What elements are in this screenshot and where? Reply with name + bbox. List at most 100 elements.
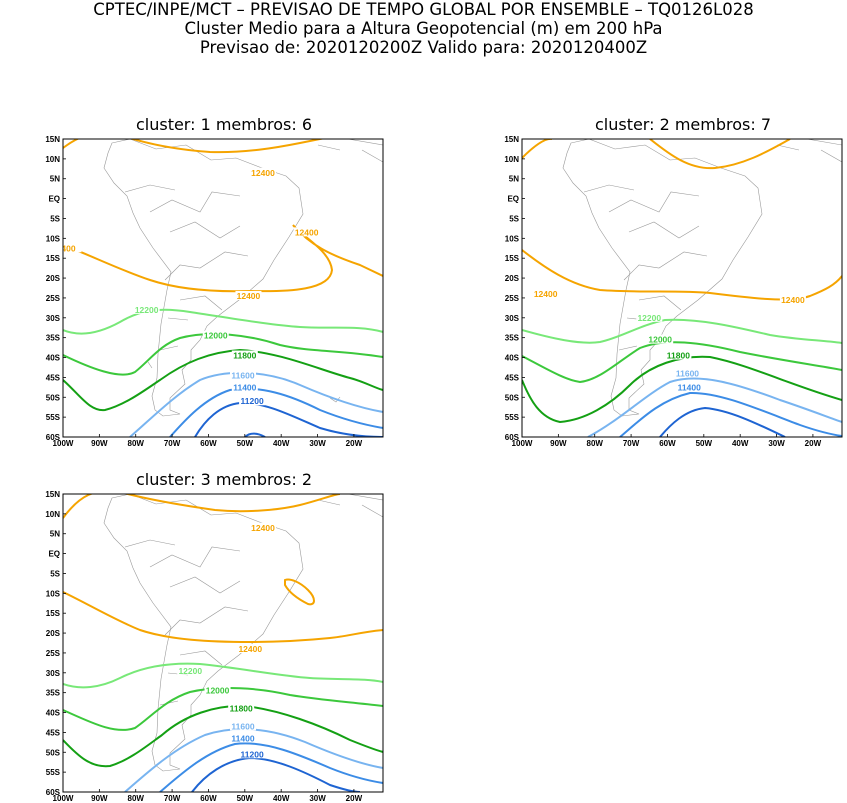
contour-label: 11600 [676, 368, 699, 378]
contour-label-bg [228, 703, 255, 713]
lat-tick-label: 35S [46, 334, 61, 343]
lon-tick-label: 90W [91, 794, 108, 803]
contour-label: 11600 [231, 721, 254, 731]
contour-label: 12400 [238, 644, 262, 654]
contour-label: 12400 [251, 168, 275, 178]
lat-tick-label: 15N [45, 135, 60, 144]
figure-title: CPTEC/INPE/MCT – PREVISAO DE TEMPO GLOBA… [93, 0, 754, 19]
lat-tick-label: 5S [50, 569, 60, 578]
map-axes: 15N 10N 5N EQ 5S 10S 15S 20S 25S 30S 35S 40S 45S 50S 5… [504, 135, 821, 448]
contour-label: 11800 [230, 704, 253, 714]
lat-tick-label: 50S [46, 748, 61, 757]
lat-tick-label: 5S [50, 214, 60, 223]
contour-label-bg [532, 288, 559, 298]
contour-label: 11400 [231, 733, 254, 743]
map-frame [62, 493, 384, 793]
lat-tick-label: 60S [505, 433, 520, 442]
lat-tick-label: 15S [46, 609, 61, 618]
lon-tick-label: 20W [805, 439, 822, 448]
lon-tick-label: 40W [273, 794, 290, 803]
cluster-panel-3: cluster: 3 membros: 2 12400 12400 12200 120… [45, 470, 384, 803]
contour-label-bg [235, 290, 262, 300]
contour-lines [63, 494, 383, 792]
lon-tick-label: 60W [659, 439, 676, 448]
lat-tick-label: 10S [46, 589, 61, 598]
contour-label-bg [239, 749, 266, 759]
lat-tick-label: 40S [46, 709, 61, 718]
figure-subtitle: Cluster Medio para a Altura Geopotencial… [184, 19, 663, 38]
contour-label-bg [779, 294, 806, 304]
contour-label: 12200 [135, 305, 159, 315]
contour-label: 11200 [241, 749, 264, 759]
contour-label: 12400 [295, 227, 319, 237]
contour-labels: 12400 12400 12200 12000 11800 11600 11400 [532, 288, 806, 392]
panel-title: cluster: 2 membros: 7 [595, 115, 771, 134]
lon-tick-label: 100W [53, 439, 74, 448]
lat-tick-label: 5S [509, 214, 519, 223]
contour-label: 12200 [637, 313, 661, 323]
lon-tick-label: 50W [696, 439, 713, 448]
lat-tick-label: 10S [46, 234, 61, 243]
lon-tick-label: 80W [128, 794, 145, 803]
land-boundaries [562, 139, 842, 417]
lat-tick-label: 20S [46, 629, 61, 638]
contour-label-bg [230, 721, 256, 731]
lon-tick-label: 40W [732, 439, 749, 448]
lat-tick-label: 30S [46, 669, 61, 678]
contour-label: 11800 [233, 351, 256, 361]
lat-tick-label: 55S [46, 768, 61, 777]
panel-title: cluster: 1 membros: 6 [136, 115, 312, 134]
lon-tick-label: 100W [53, 794, 74, 803]
contour-label: 12200 [178, 666, 202, 676]
contour-label: 11400 [678, 382, 701, 392]
lon-tick-label: 90W [550, 439, 567, 448]
contour-label: 12000 [204, 331, 228, 341]
lat-tick-label: 30S [46, 314, 61, 323]
panel-title: cluster: 3 membros: 2 [136, 470, 312, 489]
lat-tick-label: 5N [509, 175, 519, 184]
lon-tick-label: 30W [309, 439, 326, 448]
contour-label: 11200 [241, 396, 264, 406]
map-frame [62, 138, 384, 438]
lat-tick-label: 55S [46, 413, 61, 422]
lon-tick-label: 50W [237, 439, 254, 448]
lat-tick-label: 15S [46, 254, 61, 263]
lon-tick-label: 70W [623, 439, 640, 448]
lon-tick-label: 50W [237, 794, 254, 803]
lon-tick-label: 70W [164, 439, 181, 448]
contour-label: 400 [61, 243, 75, 253]
contour-label-bg [293, 227, 320, 237]
lon-tick-label: 40W [273, 439, 290, 448]
lat-tick-label: 45S [505, 373, 520, 382]
lat-tick-label: 30S [505, 314, 520, 323]
lat-tick-label: 60S [46, 433, 61, 442]
lat-tick-label: 10N [45, 510, 60, 519]
lat-tick-label: 50S [46, 393, 61, 402]
contour-labels: 12400 12400 400 12400 12200 12000 11800 11600 11… [61, 167, 320, 406]
lon-tick-label: 60W [200, 794, 217, 803]
lon-tick-label: 20W [346, 439, 363, 448]
contour-lines [522, 139, 842, 437]
lat-tick-label: 25S [46, 294, 61, 303]
map-frame [521, 138, 843, 438]
lon-tick-label: 100W [512, 439, 533, 448]
lat-tick-label: 10S [505, 234, 520, 243]
contour-label-bg [676, 382, 703, 392]
lat-tick-label: 40S [505, 354, 520, 363]
contour-label: 12000 [206, 686, 230, 696]
lat-tick-label: 60S [46, 788, 61, 797]
lat-tick-label: 5N [50, 530, 60, 539]
lat-tick-label: 35S [46, 689, 61, 698]
lon-tick-label: 70W [164, 794, 181, 803]
contour-label-bg [239, 396, 266, 406]
contour-label: 12400 [534, 289, 558, 299]
contour-label-bg [231, 350, 258, 360]
lat-tick-label: 55S [505, 413, 520, 422]
lat-tick-label: 25S [505, 294, 520, 303]
lat-tick-label: 15S [505, 254, 520, 263]
lat-tick-label: EQ [507, 195, 519, 204]
contour-label-bg [230, 370, 256, 380]
cluster-panel-1: cluster: 1 membros: 6 124001240040012400… [45, 115, 384, 448]
cluster-panel-2: cluster: 2 membros: 7 12400 12400 12200 120… [504, 115, 843, 448]
